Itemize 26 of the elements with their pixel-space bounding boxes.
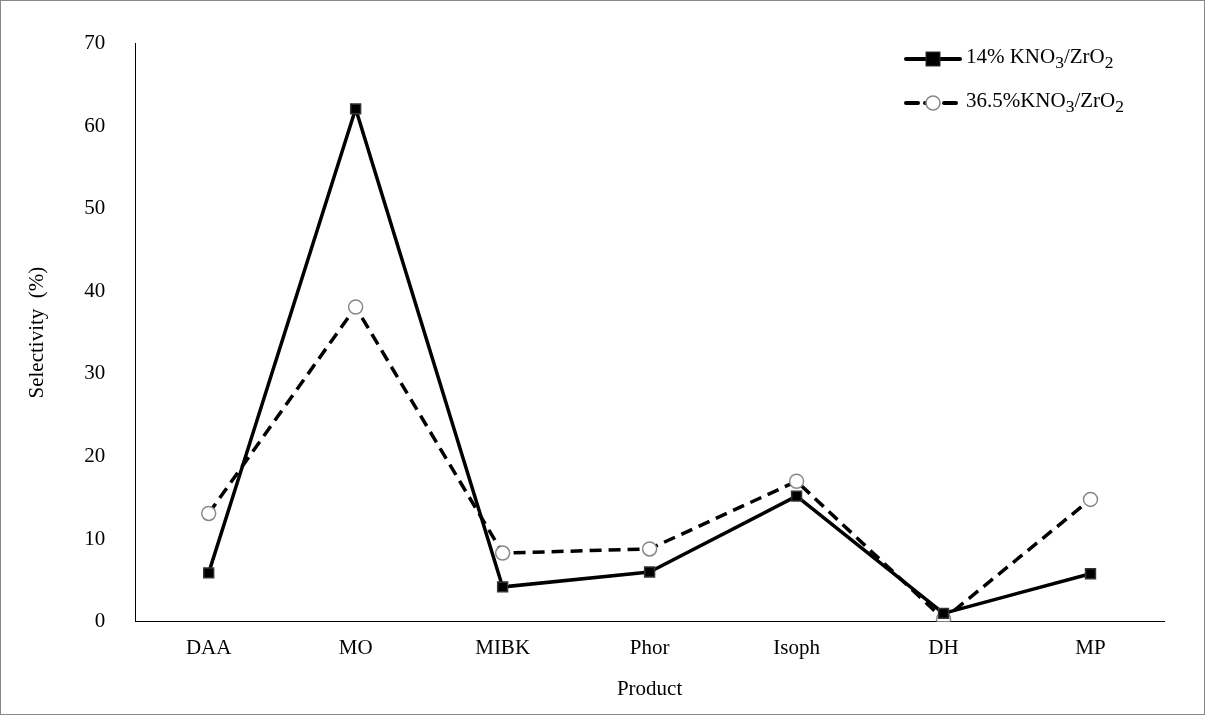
x-tick-label: MIBK <box>475 634 531 659</box>
point <box>643 566 656 578</box>
x-axis-title: Product <box>616 675 683 700</box>
point <box>937 607 950 620</box>
point <box>790 490 803 502</box>
y-tick-label: 10 <box>84 525 106 550</box>
point <box>202 567 215 579</box>
x-tick-label: Isoph <box>773 634 821 659</box>
y-tick-label: 60 <box>84 112 106 137</box>
y-tick-label: 30 <box>84 360 106 385</box>
y-tick-label: 40 <box>84 277 106 302</box>
y-axis-title: Selectivity (%) <box>24 266 49 399</box>
y-tick-label: 20 <box>84 442 106 467</box>
x-tick-label: DH <box>928 634 959 659</box>
legend-label: 14% KNO$_{3}$/ZrO$_{2}$ <box>965 44 1114 74</box>
x-tick-label: MO <box>338 634 373 659</box>
legend-label: 36.5%KNO$_{3}$/ZrO$_{2}$ <box>965 88 1124 118</box>
x-tick-label: Phor <box>629 634 670 659</box>
point <box>349 103 362 115</box>
point <box>496 581 509 593</box>
y-tick-label: 70 <box>84 30 106 55</box>
y-tick-label: 0 <box>94 608 106 633</box>
y-tick-label: 50 <box>84 195 106 220</box>
point <box>1084 568 1097 580</box>
x-tick-label: MP <box>1075 634 1106 659</box>
x-tick-label: DAA <box>185 634 233 659</box>
